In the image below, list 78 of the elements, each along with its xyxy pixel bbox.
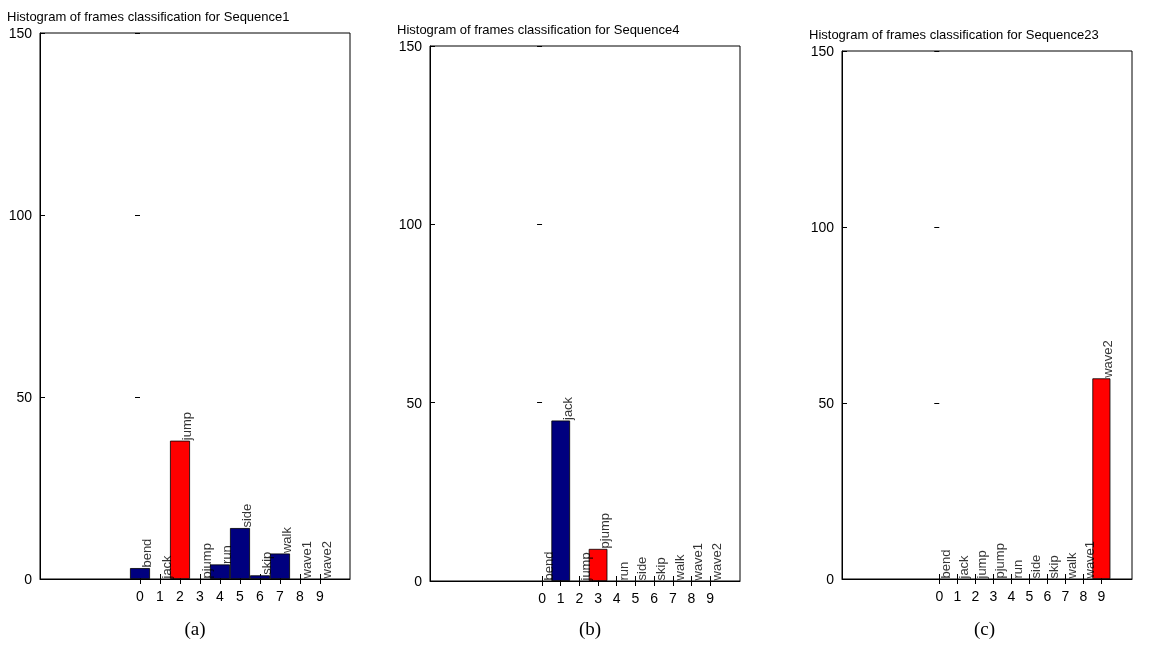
x-tick-label: 4 [1007, 588, 1016, 604]
annotation: wave2 [1100, 340, 1116, 379]
annotation: pjump [992, 543, 1008, 579]
annotation: jump [179, 411, 194, 442]
annotation: walk [1064, 551, 1080, 580]
y-tick-label: 100 [398, 216, 423, 233]
x-tick-label: 9 [316, 588, 325, 604]
x-tick-label: 1 [156, 588, 165, 604]
chart-title: Histogram of frames classification for Sequence23 [809, 27, 1099, 42]
chart-title: Histogram of frames classification for Sequence1 [7, 9, 290, 24]
y-tick-label: 100 [810, 219, 835, 235]
x-tick-label: 2 [575, 590, 584, 606]
annotation: jump [974, 550, 990, 580]
annotation: wave1 [1082, 540, 1098, 580]
x-tick-label: 1 [556, 590, 565, 606]
annotation: jack [956, 554, 972, 580]
y-tick-label: 0 [826, 571, 835, 587]
x-tick-label: 2 [176, 588, 185, 604]
y-tick-label: 0 [24, 571, 33, 587]
annotation: pjump [199, 543, 214, 579]
x-tick-label: 5 [1025, 588, 1034, 604]
annotation: bend [541, 551, 557, 581]
annotation: run [1010, 559, 1026, 579]
annotation: walk [671, 553, 687, 582]
annotation: walk [279, 526, 294, 555]
y-tick-label: 150 [398, 38, 423, 54]
annotation: wave1 [299, 540, 314, 580]
text: (a) [183, 618, 207, 640]
annotation: wave2 [709, 542, 725, 582]
x-tick-label: 7 [1061, 588, 1070, 604]
x-tick-label: 7 [668, 590, 677, 606]
x-tick-label: 6 [256, 588, 265, 604]
x-tick-label: 8 [296, 588, 305, 604]
annotation: jack [159, 554, 174, 580]
x-tick-label: 4 [216, 588, 225, 604]
text: (b) [577, 618, 603, 640]
x-tick-label: 6 [1043, 588, 1052, 604]
text: (c) [972, 618, 997, 640]
x-tick-label: 3 [594, 590, 603, 606]
x-tick-label: 0 [538, 590, 547, 606]
annotation: wave1 [690, 542, 706, 582]
annotation: bend [938, 549, 954, 579]
x-tick-label: 3 [989, 588, 998, 604]
y-tick-label: 100 [8, 207, 33, 223]
annotation: side [1028, 554, 1044, 579]
x-tick-label: 4 [612, 590, 621, 606]
annotation: pjump [597, 512, 613, 549]
y-tick-label: 50 [406, 394, 423, 411]
annotation: bend [139, 538, 154, 568]
x-tick-label: 0 [935, 588, 944, 604]
annotation: jump [578, 552, 594, 582]
annotation: wave2 [319, 540, 334, 580]
x-tick-label: 6 [650, 590, 659, 606]
annotation: skip [653, 557, 669, 581]
annotation: run [219, 545, 234, 564]
annotation: skip [1046, 555, 1062, 579]
annotation: side [239, 503, 254, 528]
annotation: run [615, 561, 631, 581]
x-tick-label: 9 [706, 590, 715, 606]
x-tick-label: 3 [196, 588, 205, 604]
x-tick-label: 5 [631, 590, 640, 606]
x-tick-label: 5 [236, 588, 245, 604]
x-tick-label: 7 [276, 588, 285, 604]
x-tick-label: 8 [687, 590, 696, 606]
x-tick-label: 1 [953, 588, 962, 604]
annotation: jack [559, 396, 575, 421]
x-tick-label: 0 [136, 588, 145, 604]
y-tick-label: 150 [8, 25, 33, 41]
x-tick-label: 8 [1079, 588, 1088, 604]
annotation: skip [259, 551, 274, 575]
y-tick-label: 50 [16, 389, 33, 405]
annotation: side [634, 556, 650, 581]
x-tick-label: 2 [971, 588, 980, 604]
y-tick-label: 150 [810, 43, 835, 59]
y-tick-label: 50 [818, 395, 835, 411]
chart-title: Histogram of frames classification for Sequence4 [397, 22, 680, 37]
y-tick-label: 0 [414, 573, 423, 589]
x-tick-label: 9 [1097, 588, 1106, 604]
